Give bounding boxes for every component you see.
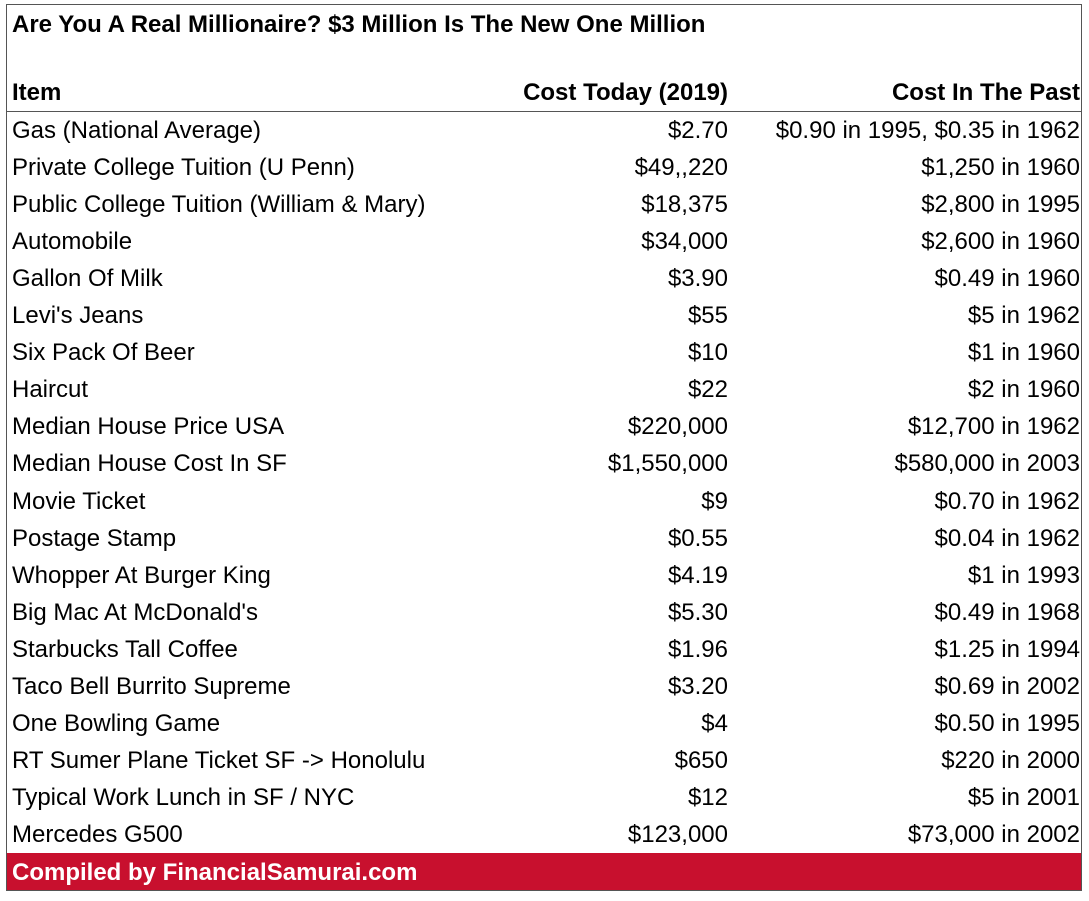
column-header: Cost In The Past [891, 79, 1080, 106]
table-cell: One Bowling Game [12, 709, 221, 737]
table-frame [6, 4, 1082, 891]
table-cell: Mercedes G500 [12, 820, 183, 848]
table-cell: Private College Tuition (U Penn) [12, 154, 355, 182]
table-cell: Gallon Of Milk [12, 265, 163, 293]
table-cell: $22 [687, 376, 728, 404]
table-cell: $18,375 [641, 191, 728, 219]
table-cell: $123,000 [627, 820, 728, 848]
table-cell: Gas (National Average) [12, 117, 262, 144]
table-cell: Haircut [12, 376, 89, 404]
table-cell: Six Pack Of Beer [12, 339, 195, 367]
table-cell: Levi's Jeans [12, 302, 144, 330]
table-cell: $12,700 in 1962 [907, 413, 1080, 441]
table-cell: $1,550,000 [607, 450, 728, 478]
table-cell: $3.20 [667, 672, 728, 700]
column-header: Cost Today (2019) [523, 79, 728, 106]
column-header: Item [12, 79, 62, 106]
table-cell: $2,800 in 1995 [921, 191, 1080, 219]
table-cell: $2.70 [667, 117, 728, 144]
table-cell: Taco Bell Burrito Supreme [12, 672, 291, 700]
table-cell: $0.90 in 1995, $0.35 in 1962 [775, 117, 1080, 144]
table-cell: $9 [701, 487, 728, 515]
table-cell: $34,000 [641, 228, 728, 256]
table-cell: $580,000 in 2003 [894, 450, 1080, 478]
table-cell: $49,,220 [634, 154, 728, 182]
table-cell: Public College Tuition (William & Mary) [12, 191, 426, 219]
table-cell: $1 in 1993 [967, 561, 1080, 589]
table-cell: Whopper At Burger King [12, 561, 271, 589]
table-cell: $5 in 1962 [967, 302, 1080, 330]
table-cell: $1 in 1960 [967, 339, 1080, 367]
table-cell: $1.96 [667, 635, 728, 663]
table-cell: Big Mac At McDonald's [12, 598, 259, 626]
table-cell: $0.50 in 1995 [934, 709, 1080, 737]
table-cell: $220,000 [627, 413, 728, 441]
table-cell: $73,000 in 2002 [907, 820, 1080, 848]
table-cell: $2,600 in 1960 [921, 228, 1080, 256]
table-cell: Starbucks Tall Coffee [12, 635, 238, 663]
table-cell: $0.69 in 2002 [934, 672, 1080, 700]
table-cell: $650 [674, 746, 728, 774]
table-cell: $1.25 in 1994 [934, 635, 1080, 663]
table-cell: $4.19 [667, 561, 728, 589]
table-cell: $4 [701, 709, 728, 737]
table-cell: $10 [687, 339, 728, 367]
table-cell: Median House Price USA [12, 413, 285, 441]
header-rule [6, 111, 1082, 112]
table-cell: $0.49 in 1960 [934, 265, 1080, 293]
title: Are You A Real Millionaire? $3 Million I… [12, 11, 706, 38]
table-cell: $0.49 in 1968 [934, 598, 1080, 626]
table-cell: $55 [687, 302, 728, 330]
table-cell: Median House Cost In SF [12, 450, 287, 478]
table-cell: $0.55 [667, 524, 728, 552]
table-cell: $12 [687, 783, 728, 811]
table-cell: Postage Stamp [12, 524, 177, 552]
table-cell: $5.30 [667, 598, 728, 626]
table-cell: RT Sumer Plane Ticket SF -> Honolulu [12, 746, 426, 774]
table-cell: Automobile [12, 228, 133, 256]
table-cell: $1,250 in 1960 [921, 154, 1080, 182]
table-cell: $0.04 in 1962 [934, 524, 1080, 552]
table-cell: Typical Work Lunch in SF / NYC [12, 783, 355, 811]
table-cell: $220 in 2000 [941, 746, 1080, 774]
table-cell: $2 in 1960 [967, 376, 1080, 404]
table-cell: Movie Ticket [12, 487, 146, 515]
footer: Compiled by FinancialSamurai.com [7, 853, 1081, 890]
table-cell: $3.90 [667, 265, 728, 293]
table-cell: $0.70 in 1962 [934, 487, 1080, 515]
table-cell: $5 in 2001 [967, 783, 1080, 811]
